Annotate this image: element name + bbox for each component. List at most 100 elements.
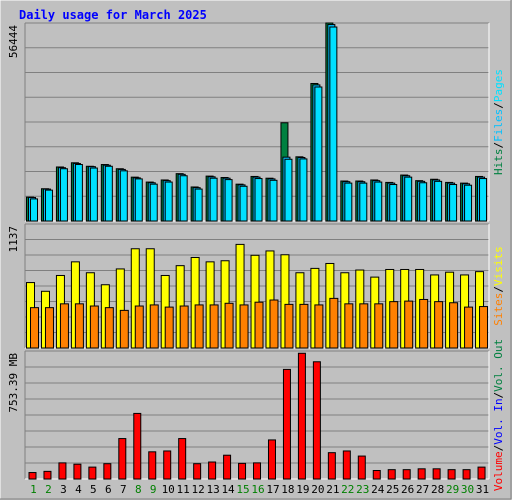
bar-sites — [419, 298, 429, 349]
bar-pages — [44, 189, 53, 222]
bar-sites — [374, 303, 384, 349]
bar-pages — [119, 170, 128, 222]
bar-volume — [372, 470, 381, 480]
x-tick-label: 7 — [120, 483, 127, 496]
bar-pages — [389, 184, 398, 222]
bar-volume — [43, 470, 52, 480]
bars-visits-sites — [26, 243, 489, 349]
bar-volume — [477, 466, 486, 480]
bar-volume — [163, 450, 172, 480]
bar-pages — [164, 181, 173, 222]
axis-label-part: Sites — [492, 293, 505, 326]
x-tick-label: 26 — [401, 483, 414, 496]
chart-title: Daily usage for March 2025 — [19, 8, 207, 22]
bar-volume — [297, 352, 306, 480]
axis-label-part: / — [492, 102, 505, 109]
bar-pages — [299, 158, 308, 222]
x-tick-label: 29 — [446, 483, 459, 496]
bar-pages — [359, 182, 368, 222]
axis-label-part: Pages — [492, 69, 505, 102]
bar-volume — [118, 438, 127, 480]
bar-volume — [387, 469, 396, 480]
bar-volume — [432, 468, 441, 480]
bar-sites — [359, 303, 369, 349]
bar-volume — [462, 469, 471, 480]
bars-hits-files-pages — [26, 22, 488, 222]
bar-pages — [224, 179, 233, 222]
bar-pages — [464, 184, 473, 222]
bar-sites — [194, 304, 204, 349]
bar-sites — [209, 304, 219, 349]
x-tick-label: 1 — [30, 483, 37, 496]
x-tick-label: 20 — [311, 483, 324, 496]
bar-pages — [30, 198, 38, 222]
bar-sites — [119, 309, 129, 349]
bar-pages — [209, 177, 218, 222]
bar-pages — [74, 164, 83, 222]
bar-sites — [254, 301, 264, 349]
bar-volume — [58, 462, 67, 480]
bar-pages — [284, 158, 293, 222]
axis-legend-visits-sites: Sites/Visits — [492, 246, 505, 326]
x-tick-label: 4 — [75, 483, 82, 496]
x-tick-label: 13 — [206, 483, 219, 496]
bar-volume — [282, 368, 291, 480]
bar-volume — [312, 361, 321, 480]
axis-label-part: / — [492, 286, 505, 293]
bar-volume — [28, 472, 37, 480]
x-tick-label: 2 — [45, 483, 52, 496]
bar-volume — [327, 452, 336, 480]
x-tick-label: 19 — [296, 483, 309, 496]
bar-sites — [164, 306, 174, 349]
bar-volume — [267, 439, 276, 480]
bar-sites — [434, 301, 444, 349]
axis-label-part: / — [492, 142, 505, 149]
x-tick-label: 6 — [105, 483, 112, 496]
x-tick-label: 17 — [266, 483, 279, 496]
x-tick-label: 30 — [461, 483, 474, 496]
bar-pages — [179, 175, 188, 222]
bar-volume — [447, 469, 456, 480]
bar-sites — [59, 303, 69, 349]
bar-sites — [329, 297, 339, 349]
x-tick-label: 21 — [326, 483, 339, 496]
bar-pages — [344, 182, 353, 222]
x-axis-labels: 1 2 3 4 5 6 7 8 9 10 11 12 13 14 15 16 17 18 19 20 21 22 23 24 2… — [30, 483, 489, 496]
axis-label-part: Vol. In — [492, 398, 505, 444]
x-tick-label: 31 — [476, 483, 489, 496]
x-tick-label: 23 — [356, 483, 369, 496]
bar-sites — [284, 303, 294, 349]
bar-pages — [404, 176, 413, 222]
x-tick-label: 22 — [341, 483, 354, 496]
bar-sites — [239, 304, 249, 349]
bar-sites — [179, 305, 189, 349]
x-tick-label: 16 — [251, 483, 264, 496]
bar-pages — [479, 178, 488, 222]
bar-sites — [269, 299, 279, 349]
bar-pages — [434, 180, 443, 222]
axis-legend-volume: Volume/Vol. In/Vol. Out — [492, 339, 505, 491]
bar-sites — [44, 307, 54, 349]
bar-pages — [134, 178, 143, 222]
bar-sites — [344, 303, 354, 349]
bar-pages — [269, 179, 278, 222]
bar-volume — [342, 450, 351, 480]
bar-sites — [104, 307, 114, 349]
x-tick-label: 15 — [236, 483, 249, 496]
x-tick-label: 14 — [221, 483, 235, 496]
chart-panels: 56444Hits/Files/Pages1137Sites/Visits753… — [7, 22, 505, 491]
x-tick-label: 5 — [90, 483, 97, 496]
bar-volume — [402, 469, 411, 480]
bar-volume — [133, 412, 142, 480]
x-tick-label: 28 — [431, 483, 444, 496]
x-tick-label: 9 — [150, 483, 157, 496]
bar-sites — [464, 306, 474, 349]
bar-volume — [73, 463, 82, 480]
x-tick-label: 25 — [386, 483, 399, 496]
bar-sites — [149, 304, 159, 349]
max-value-label: 56444 — [7, 25, 20, 58]
bar-sites — [74, 303, 84, 349]
bar-sites — [389, 301, 399, 349]
